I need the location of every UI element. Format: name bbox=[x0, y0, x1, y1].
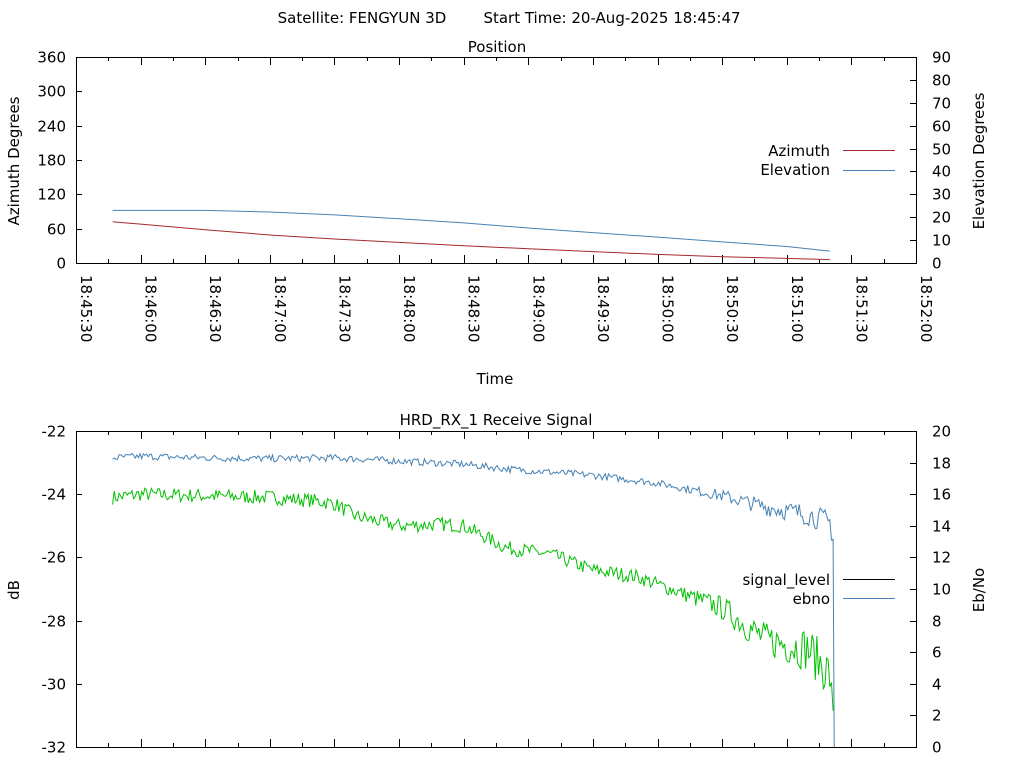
position-chart: Position 0 60 120 180 240 300 360 0 10 20 30 40 50 60… bbox=[5, 38, 988, 388]
y-tick-label: 240 bbox=[37, 118, 66, 136]
receive-tick-labels: -22 -24 -26 -28 -30 -32 0 2 4 6 8 10 12 14 16 18 20 bbox=[42, 423, 952, 757]
y2-tick-label: 6 bbox=[932, 644, 942, 662]
y2-tick-label: 70 bbox=[932, 95, 951, 113]
receive-plot-frame bbox=[76, 431, 917, 748]
x-tick-label: 18:50:00 bbox=[659, 275, 677, 342]
Azimuth-line bbox=[112, 221, 830, 261]
y2-tick-label: 8 bbox=[932, 613, 942, 631]
y2-tick-label: 0 bbox=[932, 739, 942, 757]
y2-tick-label: 30 bbox=[932, 186, 951, 204]
y-tick-label: -32 bbox=[42, 739, 67, 757]
x-tick-label: 18:52:00 bbox=[917, 275, 935, 342]
y2-tick-label: 0 bbox=[932, 255, 942, 273]
legend-azimuth-label: Azimuth bbox=[768, 142, 830, 160]
y-tick-label: -26 bbox=[42, 549, 67, 567]
y-tick-label: 0 bbox=[56, 255, 66, 273]
y2-tick-label: 4 bbox=[932, 676, 942, 694]
y-tick-label: -24 bbox=[42, 486, 67, 504]
x-tick-label: 18:47:00 bbox=[271, 275, 289, 342]
position-tick-labels: 0 60 120 180 240 300 360 0 10 20 30 40 50 60 70 80 90 18:… bbox=[37, 49, 951, 343]
y-tick-label: 60 bbox=[47, 221, 66, 239]
x-tick-label: 18:46:00 bbox=[142, 275, 160, 342]
position-title: Position bbox=[468, 38, 526, 56]
position-legend: Azimuth Elevation bbox=[760, 142, 895, 179]
receive-signal-chart: HRD_RX_1 Receive Signal -22-24-26-28-30-… bbox=[5, 411, 988, 757]
y2-tick-label: 14 bbox=[932, 518, 951, 536]
y2-tick-label: 20 bbox=[932, 209, 951, 227]
y-tick-label: 300 bbox=[37, 83, 66, 101]
x-tick-label: 18:49:00 bbox=[529, 275, 547, 342]
time-axis-label: Time bbox=[476, 370, 514, 388]
x-tick-label: 18:46:30 bbox=[206, 275, 224, 342]
receive-legend: signal_level ebno bbox=[742, 571, 895, 608]
legend-elevation-label: Elevation bbox=[760, 161, 830, 179]
y2-tick-label: 40 bbox=[932, 163, 951, 181]
y-tick-label: 360 bbox=[37, 49, 66, 67]
y2-tick-label: 2 bbox=[932, 707, 942, 725]
legend-signal-level-label: signal_level bbox=[742, 571, 830, 590]
position-ticks bbox=[76, 57, 917, 264]
elevation-axis-label: Elevation Degrees bbox=[970, 92, 988, 229]
x-tick-label: 18:48:00 bbox=[400, 275, 418, 342]
x-tick-label: 18:51:30 bbox=[852, 275, 870, 342]
y-tick-label: -22 bbox=[42, 423, 67, 441]
y2-tick-label: 12 bbox=[932, 549, 951, 567]
y2-tick-label: 80 bbox=[932, 72, 951, 90]
x-tick-label: 18:50:30 bbox=[723, 275, 741, 342]
receive-series bbox=[112, 452, 835, 748]
y-tick-label: -30 bbox=[42, 676, 67, 694]
y2-tick-label: 10 bbox=[932, 232, 951, 250]
x-tick-label: 18:48:30 bbox=[465, 275, 483, 342]
x-tick-label: 18:51:00 bbox=[788, 275, 806, 342]
Elevation-line bbox=[112, 209, 830, 252]
legend-ebno-label: ebno bbox=[793, 590, 830, 608]
y2-tick-label: 20 bbox=[932, 423, 951, 441]
position-series bbox=[112, 209, 830, 261]
y-tick-label: 120 bbox=[37, 186, 66, 204]
satellite-label: Satellite: FENGYUN 3D bbox=[278, 9, 447, 27]
x-tick-label: 18:47:30 bbox=[335, 275, 353, 342]
signal_level-line bbox=[112, 486, 834, 711]
ebno-line bbox=[112, 452, 835, 748]
y2-tick-label: 10 bbox=[932, 581, 951, 599]
x-tick-label: 18:45:30 bbox=[77, 275, 95, 342]
azimuth-axis-label: Azimuth Degrees bbox=[5, 96, 23, 225]
receive-signal-title: HRD_RX_1 Receive Signal bbox=[400, 411, 593, 430]
receive-ticks bbox=[76, 431, 917, 748]
y-tick-label: -28 bbox=[42, 613, 67, 631]
y2-tick-label: 50 bbox=[932, 141, 951, 159]
start-time-label: Start Time: 20-Aug-2025 18:45:47 bbox=[483, 9, 740, 27]
x-tick-label: 18:49:30 bbox=[594, 275, 612, 342]
db-axis-label: dB bbox=[5, 580, 23, 600]
y2-tick-label: 90 bbox=[932, 49, 951, 67]
y2-tick-label: 60 bbox=[932, 118, 951, 136]
ebno-axis-label: Eb/No bbox=[970, 568, 988, 612]
y-tick-label: 180 bbox=[37, 152, 66, 170]
y2-tick-label: 16 bbox=[932, 486, 951, 504]
y2-tick-label: 18 bbox=[932, 455, 951, 473]
